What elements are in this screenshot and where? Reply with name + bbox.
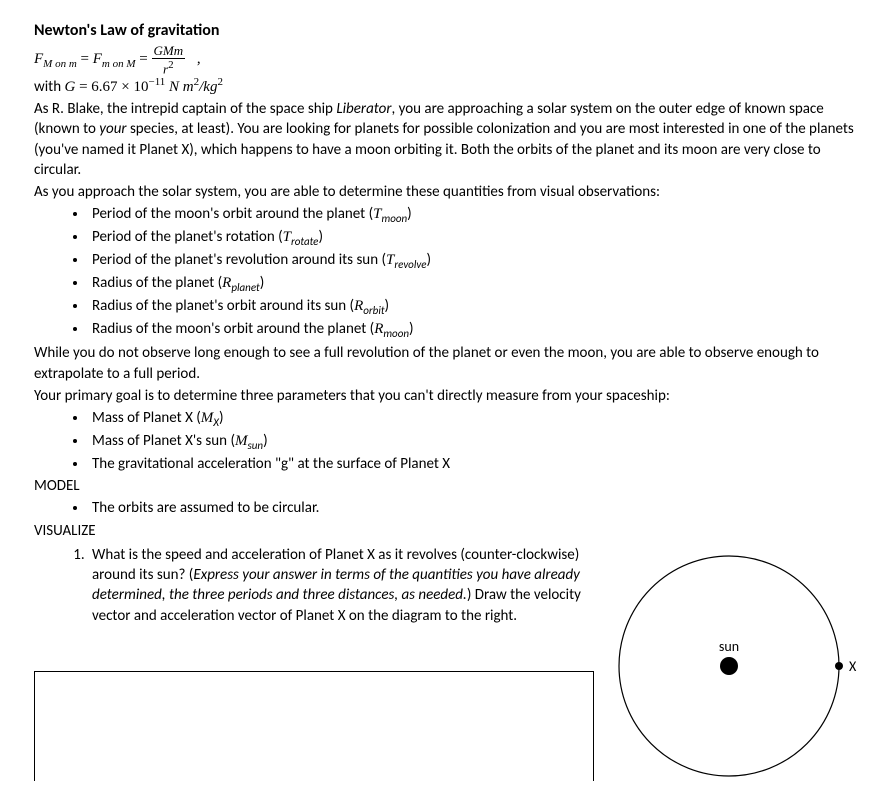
goal-text: Mass of Planet X's sun ( [92,432,235,450]
force-2-sub: m on M [102,58,136,70]
obs-text: Period of the planet's rotation ( [92,228,283,246]
sun-dot [720,657,738,675]
sun-label: sun [719,638,739,655]
goal-suffix: ) [219,409,224,427]
obs-var: R [222,275,231,291]
g-units-sup2: 2 [217,76,223,88]
obs-text: Period of the moon's orbit around the pl… [92,205,373,223]
page: Newton's Law of gravitation FM on m = Fm… [0,0,891,781]
equals-1: = [81,51,93,67]
formula-comma: , [189,51,201,67]
obs-item: Period of the moon's orbit around the pl… [88,204,857,227]
model-list: The orbits are assumed to be circular. [34,498,857,518]
obs-sub: orbit [363,304,384,317]
obs-text: Radius of the moon's orbit around the pl… [92,320,374,338]
goal-var: M [201,410,214,426]
goal-text: Mass of Planet X ( [92,409,201,427]
force-1-sub: M on m [43,58,77,70]
observations-list: Period of the moon's orbit around the pl… [34,204,857,341]
obs-item: Period of the planet's rotation (Trotate… [88,227,857,250]
obs-item: Radius of the moon's orbit around the pl… [88,319,857,342]
g-units-mid: /kg [199,79,217,95]
fraction-num: GMm [152,44,186,59]
obs-sub: moon [382,212,408,225]
page-title: Newton's Law of gravitation [34,20,857,42]
g-value: = 6.67 × 10 [75,79,148,95]
obs-sub: rotate [291,235,318,248]
obs-var: R [354,298,363,314]
goal-suffix: ) [263,432,268,450]
intro-pre: As R. Blake, the intrepid captain of the… [34,100,336,118]
extrapolate-line: While you do not observe long enough to … [34,343,857,384]
intro-paragraph: As R. Blake, the intrepid captain of the… [34,99,857,180]
model-heading: MODEL [34,476,857,496]
planet-dot [835,662,843,670]
planet-label: X [849,658,857,675]
fraction-den: r2 [152,59,186,75]
obs-suffix: ) [409,320,414,338]
obs-text: Radius of the planet's orbit around its … [92,297,354,315]
g-exp: −11 [148,76,165,88]
obs-item: Radius of the planet (Rplanet) [88,273,857,296]
orbit-diagram: sun X [601,543,857,795]
obs-item: Period of the planet's revolution around… [88,250,857,273]
gravitation-formula: FM on m = Fm on M = GMm r2 , [34,44,857,75]
obs-suffix: ) [427,251,432,269]
g-units-pre: N m [165,79,193,95]
obs-suffix: ) [407,205,412,223]
ship-name: Liberator [336,100,391,118]
goal-item: Mass of Planet X (MX) [88,408,857,431]
goal-sub: sun [248,439,264,452]
question-1: What is the speed and acceleration of Pl… [88,545,589,626]
obs-text: Period of the planet's revolution around… [92,251,386,269]
g-symbol: G [64,79,75,95]
goal-var: M [235,433,248,449]
obs-suffix: ) [385,297,390,315]
question-list: What is the speed and acceleration of Pl… [34,545,589,626]
question-1-text: What is the speed and acceleration of Pl… [34,543,601,628]
goal-item: Mass of Planet X's sun (Msun) [88,431,857,454]
orbit-svg: sun X [601,543,857,789]
obs-suffix: ) [260,274,265,292]
fraction: GMm r2 [152,44,186,75]
goal-text: The gravitational acceleration "g" at th… [92,455,450,473]
obs-sub: revolve [394,258,426,271]
answer-box [34,671,594,781]
model-bullet: The orbits are assumed to be circular. [88,498,857,518]
obs-sub: planet [231,281,259,294]
intro-mid2: species, at least). You are looking for … [34,120,854,179]
obs-var: T [283,229,291,245]
observations-line: As you approach the solar system, you ar… [34,182,857,202]
obs-var: R [374,321,383,337]
force-1-F: F [34,51,43,67]
obs-suffix: ) [318,228,323,246]
visualize-heading: VISUALIZE [34,521,857,541]
obs-sub: moon [383,327,409,340]
goal-line: Your primary goal is to determine three … [34,386,857,406]
intro-your: your [99,120,126,138]
obs-item: Radius of the planet's orbit around its … [88,296,857,319]
goal-item: The gravitational acceleration "g" at th… [88,454,857,474]
g-constant-line: with G = 6.67 × 10−11 N m2/kg2 [34,75,857,97]
obs-text: Radius of the planet ( [92,274,222,292]
goals-list: Mass of Planet X (MX)Mass of Planet X's … [34,408,857,474]
g-prefix: with [34,78,64,96]
equals-2: = [139,51,151,67]
force-2-F: F [93,51,102,67]
obs-var: T [373,206,381,222]
